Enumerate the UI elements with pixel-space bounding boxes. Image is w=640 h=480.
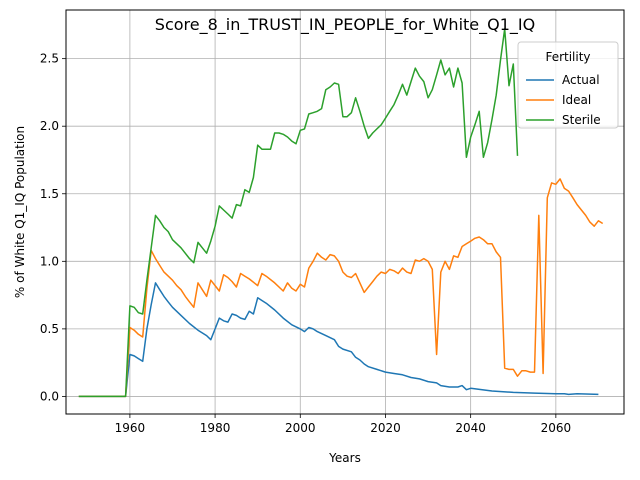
series-line-ideal (78, 178, 604, 398)
x-axis-ticks: 1960 1980 2000 2020 2040 2060 (115, 414, 572, 435)
y-axis-ticks: 0.0 0.5 1.0 1.5 2.0 2.5 (40, 52, 66, 403)
plot-frame (65, 9, 625, 415)
x-tick-label: 2000 (285, 421, 316, 435)
y-tick-label: 2.5 (40, 52, 59, 66)
x-tick-label: 2020 (370, 421, 401, 435)
legend-label-sterile: Sterile (562, 113, 601, 127)
legend: Fertility Actual Ideal Sterile (517, 41, 619, 129)
legend-box (517, 41, 619, 129)
y-tick-label: 1.0 (40, 254, 59, 268)
y-tick-label: 2.0 (40, 119, 59, 133)
chart-title: Score_8_in_TRUST_IN_PEOPLE_for_White_Q1_… (155, 15, 535, 35)
legend-label-ideal: Ideal (562, 93, 591, 107)
x-tick-label: 2040 (455, 421, 486, 435)
y-tick-label: 0.5 (40, 322, 59, 336)
legend-items: Actual Ideal Sterile (526, 73, 601, 127)
y-axis-label: % of White Q1_IQ Population (13, 126, 27, 298)
series-line-sterile (78, 28, 519, 398)
y-tick-label: 0.0 (40, 389, 59, 403)
series-line-actual (78, 282, 599, 398)
series-lines (78, 28, 604, 398)
x-tick-label: 2060 (541, 421, 572, 435)
y-tick-label: 1.5 (40, 187, 59, 201)
x-axis-label: Years (328, 451, 361, 465)
x-tick-label: 1980 (200, 421, 231, 435)
legend-title: Fertility (545, 50, 590, 64)
x-tick-label: 1960 (115, 421, 146, 435)
legend-label-actual: Actual (562, 73, 600, 87)
